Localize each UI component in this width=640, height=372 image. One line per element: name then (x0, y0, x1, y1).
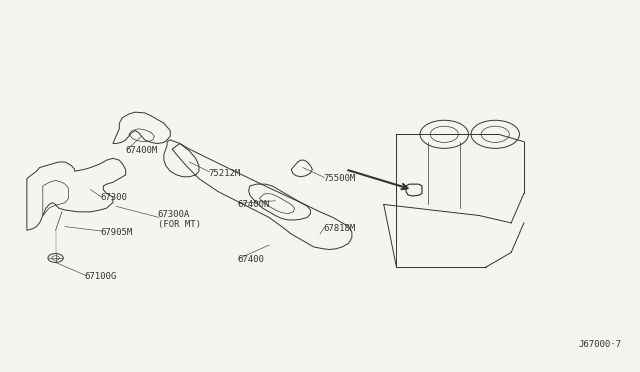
Text: J67000·7: J67000·7 (578, 340, 621, 349)
Text: 67100G: 67100G (84, 272, 116, 281)
Text: 67400N: 67400N (237, 200, 269, 209)
Text: 67818M: 67818M (323, 224, 355, 233)
Text: 67400M: 67400M (125, 147, 158, 155)
Text: 75500M: 75500M (323, 174, 355, 183)
Text: 67300A
(FOR MT): 67300A (FOR MT) (157, 209, 200, 229)
Text: 67300: 67300 (100, 193, 127, 202)
Text: 67905M: 67905M (100, 228, 132, 237)
Text: 67400: 67400 (237, 255, 264, 264)
Text: 75212M: 75212M (209, 169, 241, 177)
